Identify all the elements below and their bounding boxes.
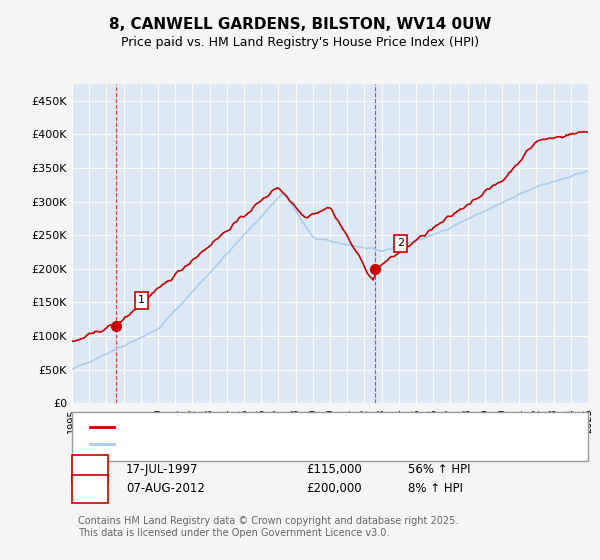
Text: 17-JUL-1997: 17-JUL-1997 bbox=[126, 463, 199, 476]
Text: 1: 1 bbox=[138, 295, 145, 305]
Text: 8, CANWELL GARDENS, BILSTON, WV14 0UW: 8, CANWELL GARDENS, BILSTON, WV14 0UW bbox=[109, 17, 491, 32]
Text: 2: 2 bbox=[86, 482, 94, 496]
Text: Price paid vs. HM Land Registry's House Price Index (HPI): Price paid vs. HM Land Registry's House … bbox=[121, 36, 479, 49]
Text: 56% ↑ HPI: 56% ↑ HPI bbox=[408, 463, 470, 476]
Text: £115,000: £115,000 bbox=[306, 463, 362, 476]
Text: 8, CANWELL GARDENS, BILSTON, WV14 0UW (detached house): 8, CANWELL GARDENS, BILSTON, WV14 0UW (d… bbox=[120, 422, 473, 432]
Text: 8% ↑ HPI: 8% ↑ HPI bbox=[408, 482, 463, 496]
Text: HPI: Average price, detached house, Wolverhampton: HPI: Average price, detached house, Wolv… bbox=[120, 439, 415, 449]
Text: £200,000: £200,000 bbox=[306, 482, 362, 496]
Text: Contains HM Land Registry data © Crown copyright and database right 2025.
This d: Contains HM Land Registry data © Crown c… bbox=[78, 516, 458, 538]
Text: 1: 1 bbox=[86, 463, 94, 476]
Text: 07-AUG-2012: 07-AUG-2012 bbox=[126, 482, 205, 496]
Text: 2: 2 bbox=[397, 238, 404, 248]
